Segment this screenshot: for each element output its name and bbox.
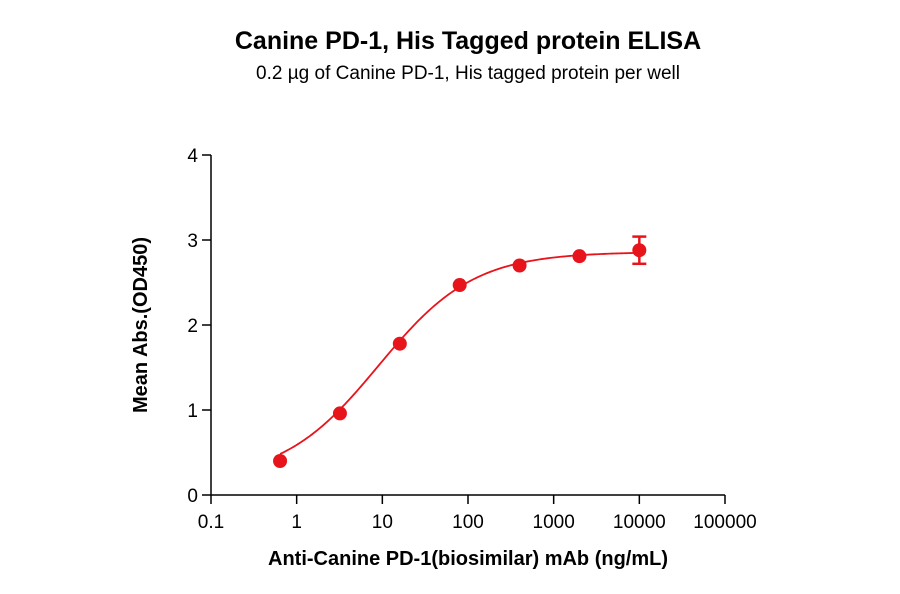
data-point xyxy=(452,278,467,293)
data-point xyxy=(572,249,587,264)
x-tick-label: 10000 xyxy=(613,512,666,533)
data-point xyxy=(332,406,347,421)
x-tick-label: 1000 xyxy=(533,512,575,533)
y-tick-label: 2 xyxy=(187,316,198,337)
y-tick-label: 4 xyxy=(187,146,198,167)
data-point xyxy=(273,454,288,468)
x-tick-label: 100 xyxy=(452,512,484,533)
data-point xyxy=(632,243,647,258)
chart-title: Canine PD-1, His Tagged protein ELISA xyxy=(235,27,701,55)
x-tick-label: 10 xyxy=(372,512,393,533)
x-tick-label: 100000 xyxy=(693,512,756,533)
x-axis: 0.1 1 10 100 1000 10000 100000 xyxy=(198,494,757,533)
y-axis: 0 1 2 3 4 xyxy=(187,146,212,507)
data-point xyxy=(512,258,527,273)
x-tick-label: 1 xyxy=(291,512,302,533)
plot-area xyxy=(273,235,647,468)
chart-subtitle: 0.2 µg of Canine PD-1, His tagged protei… xyxy=(256,63,680,84)
y-tick-label: 3 xyxy=(187,231,198,252)
y-axis-label: Mean Abs.(OD450) xyxy=(130,237,152,413)
x-axis-label: Anti-Canine PD-1(biosimilar) mAb (ng/mL) xyxy=(268,548,668,570)
data-point xyxy=(392,336,407,351)
y-tick-label: 1 xyxy=(187,401,198,422)
y-tick-label: 0 xyxy=(187,486,198,507)
x-tick-label: 0.1 xyxy=(198,512,224,533)
